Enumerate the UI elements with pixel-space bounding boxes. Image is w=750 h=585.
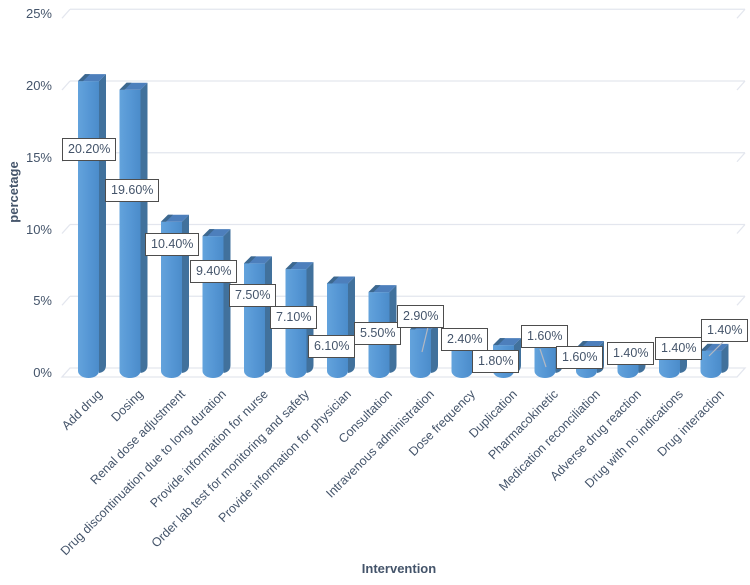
gridline-right-elbow (736, 295, 746, 306)
x-axis-title: Intervention (361, 561, 437, 576)
bar (327, 276, 355, 378)
bar-top-bevel (700, 343, 713, 351)
y-tick-label: 25% (25, 6, 52, 22)
bar-top-bevel (368, 285, 381, 293)
bar-top-bevel (78, 74, 90, 82)
bar-top-bevel (202, 229, 215, 237)
data-label: 1.40% (607, 342, 655, 365)
data-label: 20.20% (62, 138, 117, 161)
bar (78, 74, 106, 379)
y-tick-label: 5% (33, 293, 52, 309)
gridline-right-elbow (736, 8, 746, 19)
bar (119, 82, 148, 379)
gridline-left-elbow (61, 80, 71, 91)
gridline-left-elbow (61, 8, 71, 19)
data-label: 2.40% (441, 328, 489, 351)
bar-side-face (99, 74, 106, 373)
gridline-right-elbow (736, 80, 746, 91)
gridline-right-elbow (736, 152, 746, 163)
bar-front-face (410, 329, 431, 379)
y-tick-label: 0% (33, 365, 52, 380)
bar-side-face (431, 322, 438, 373)
data-label: 5.50% (354, 322, 402, 345)
bar-top-bevel (327, 276, 339, 284)
data-label: 1.80% (472, 350, 520, 373)
y-axis-title: percetage (6, 161, 21, 223)
data-label: 7.10% (270, 306, 318, 329)
bar (202, 229, 231, 379)
data-label-leader-line (421, 326, 429, 353)
bar (244, 256, 272, 379)
data-label: 1.40% (655, 337, 703, 360)
data-label-leader-line (539, 348, 547, 368)
data-label: 9.40% (190, 260, 238, 283)
y-tick-label: 10% (25, 221, 52, 237)
chart-floor (60, 367, 747, 378)
leader-lines (421, 326, 724, 368)
bar (410, 322, 438, 379)
bar-front-face (119, 89, 141, 379)
bar-front-face (78, 81, 99, 379)
bar-front-face (700, 350, 722, 379)
data-label: 7.50% (229, 284, 277, 307)
data-label: 1.40% (701, 319, 749, 342)
data-label: 1.60% (556, 346, 604, 369)
bar-top-bevel (161, 214, 173, 222)
data-label-leader-line (708, 341, 724, 357)
y-tick-label: 15% (25, 149, 52, 165)
bar-front-face (244, 263, 265, 379)
data-label: 2.90% (397, 305, 445, 328)
bar-top-bevel (119, 82, 132, 90)
bar-front-face (327, 283, 348, 378)
bar-side-face (721, 343, 729, 373)
data-label: 19.60% (105, 179, 160, 202)
bar-side-face (140, 82, 148, 374)
data-label: 10.40% (145, 233, 200, 256)
bar-front-face (161, 221, 182, 379)
bar-top-bevel (285, 262, 298, 270)
data-label: 1.60% (521, 325, 569, 348)
bar-top-bevel (244, 256, 256, 264)
bar-top-bevel (493, 338, 505, 346)
bars (78, 74, 729, 379)
bar (700, 343, 729, 379)
gridline-left-elbow (61, 295, 71, 306)
gridline-left-elbow (61, 224, 71, 234)
data-label: 6.10% (308, 335, 356, 358)
bar-front-face (202, 236, 224, 379)
y-tick-label: 20% (25, 78, 52, 93)
gridline-right-elbow (736, 224, 746, 234)
